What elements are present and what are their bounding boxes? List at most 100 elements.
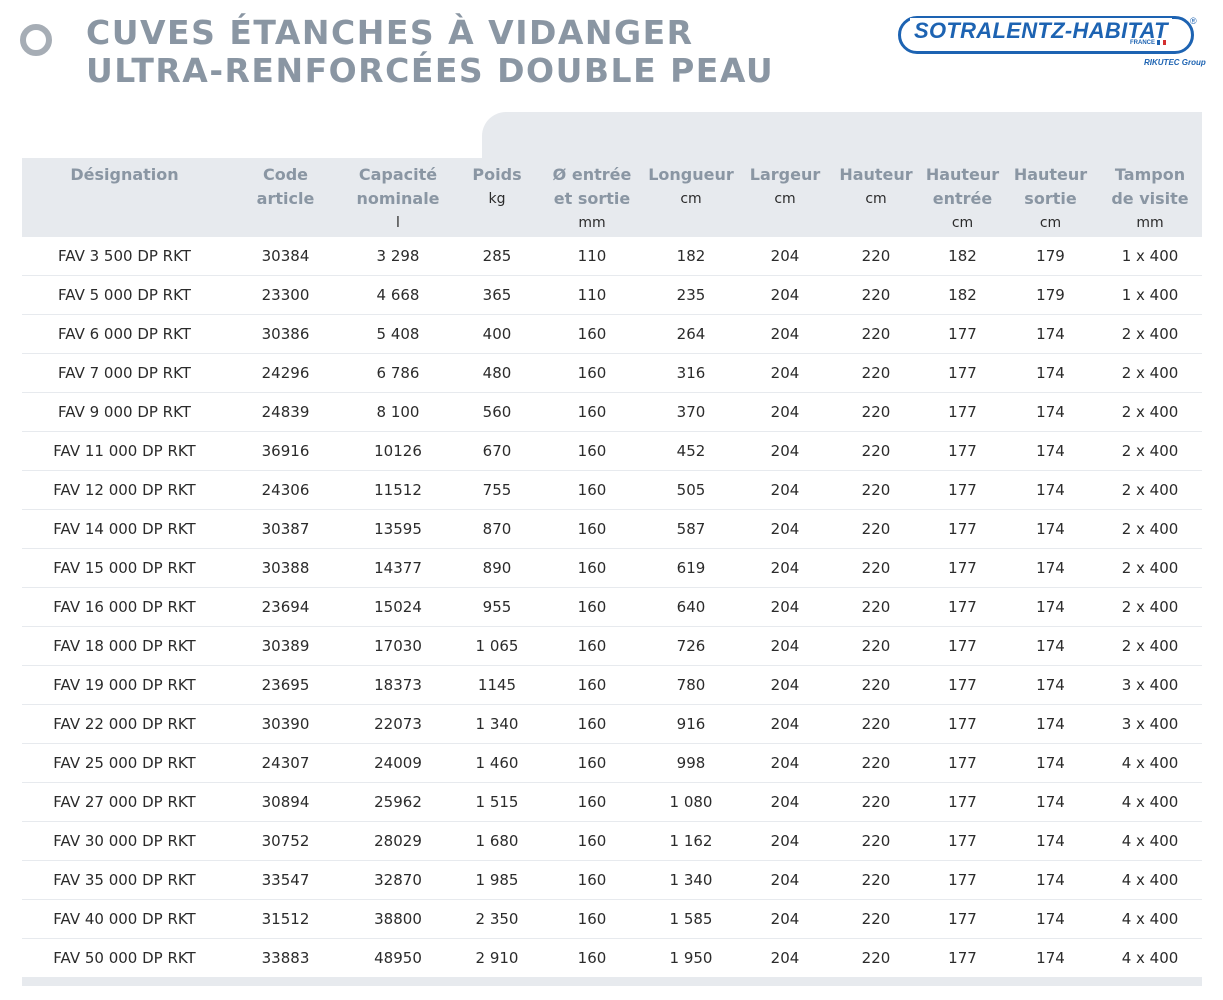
column-header: Hauteur entrée cm <box>922 158 1003 235</box>
table-cell: 177 <box>922 354 1003 393</box>
column-header-label: Désignation <box>70 165 179 184</box>
table-cell: 18373 <box>344 666 452 705</box>
table-cell: 30387 <box>227 510 344 549</box>
table-cell: 2 x 400 <box>1098 510 1202 549</box>
table-cell: 370 <box>642 393 740 432</box>
table-cell: 285 <box>452 235 542 276</box>
table-cell: 174 <box>1003 939 1098 978</box>
table-cell: FAV 3 500 DP RKT <box>22 235 227 276</box>
table-row: FAV 7 000 DP RKT 24296 6 786 480 160 316 204 22… <box>22 354 1202 393</box>
column-unit: kg <box>488 191 506 207</box>
table-cell: 1 340 <box>642 861 740 900</box>
table-cell: FAV 15 000 DP RKT <box>22 549 227 588</box>
table-cell: 220 <box>830 354 922 393</box>
table-cell: 179 <box>1003 276 1098 315</box>
table-cell: 220 <box>830 393 922 432</box>
logo-country: FRANCE <box>1130 40 1166 46</box>
table-cell: 11512 <box>344 471 452 510</box>
table-cell: 204 <box>740 666 830 705</box>
table-cell: 160 <box>542 354 642 393</box>
table-cell: 33883 <box>227 939 344 978</box>
table-cell: 174 <box>1003 900 1098 939</box>
table-cell: 28029 <box>344 822 452 861</box>
column-unit: cm <box>865 191 887 207</box>
column-header-label: Capacité <box>358 165 438 184</box>
title-line-2: ULTRA-RENFORCÉES DOUBLE PEAU <box>86 51 775 90</box>
table-cell: 174 <box>1003 627 1098 666</box>
table-cell: 400 <box>452 315 542 354</box>
table-cell: 204 <box>740 393 830 432</box>
logo-brand-text: SOTRALENTZ-HABITAT <box>910 18 1172 44</box>
table-cell: 177 <box>922 744 1003 783</box>
table-cell: 177 <box>922 627 1003 666</box>
column-header-label: Longueur <box>648 165 734 184</box>
table-cell: 177 <box>922 471 1003 510</box>
table-cell: 177 <box>922 900 1003 939</box>
table-cell: 1 515 <box>452 783 542 822</box>
table-cell: 177 <box>922 432 1003 471</box>
table-cell: 177 <box>922 510 1003 549</box>
table-cell: 316 <box>642 354 740 393</box>
column-unit: cm <box>774 191 796 207</box>
column-header-label: Poids <box>472 165 522 184</box>
table-cell: 1 680 <box>452 822 542 861</box>
table-cell: 174 <box>1003 588 1098 627</box>
column-header-label: entrée <box>932 189 993 208</box>
table-row: FAV 3 500 DP RKT 30384 3 298 285 110 182 204 22… <box>22 235 1202 276</box>
table-cell: 220 <box>830 432 922 471</box>
table-cell: 15024 <box>344 588 452 627</box>
table-cell: 916 <box>642 705 740 744</box>
table-cell: 23695 <box>227 666 344 705</box>
column-header-label: de visite <box>1111 189 1189 208</box>
table-cell: 220 <box>830 822 922 861</box>
table-cell: 177 <box>922 393 1003 432</box>
table-cell: 890 <box>452 549 542 588</box>
table-cell: 174 <box>1003 783 1098 822</box>
table-cell: 220 <box>830 705 922 744</box>
table-cell: 204 <box>740 822 830 861</box>
table-cell: 182 <box>922 276 1003 315</box>
column-header-label: sortie <box>1024 189 1077 208</box>
table-cell: 174 <box>1003 471 1098 510</box>
table-cell: 174 <box>1003 549 1098 588</box>
table-cell: 33547 <box>227 861 344 900</box>
table-cell: 160 <box>542 705 642 744</box>
table-cell: 1 080 <box>642 783 740 822</box>
table-cell: 587 <box>642 510 740 549</box>
table-body: FAV 3 500 DP RKT 30384 3 298 285 110 182 204 22… <box>22 235 1202 978</box>
table-cell: 560 <box>452 393 542 432</box>
table-cell: 4 x 400 <box>1098 900 1202 939</box>
table-cell: 220 <box>830 783 922 822</box>
column-unit: mm <box>578 215 606 231</box>
table-cell: 4 x 400 <box>1098 783 1202 822</box>
column-header-label: Largeur <box>749 165 821 184</box>
column-unit: mm <box>1136 215 1164 231</box>
table-cell: 30384 <box>227 235 344 276</box>
table-cell: 204 <box>740 510 830 549</box>
table-cell: 160 <box>542 315 642 354</box>
table-cell: 1 340 <box>452 705 542 744</box>
table-cell: FAV 7 000 DP RKT <box>22 354 227 393</box>
column-header-label: Ø entrée <box>552 165 632 184</box>
table-cell: 24307 <box>227 744 344 783</box>
table-cell: 174 <box>1003 822 1098 861</box>
column-header-label: Hauteur <box>839 165 913 184</box>
table-cell: 204 <box>740 861 830 900</box>
table-cell: 174 <box>1003 393 1098 432</box>
table-cell: 2 x 400 <box>1098 549 1202 588</box>
table-cell: 4 x 400 <box>1098 822 1202 861</box>
table-cell: 480 <box>452 354 542 393</box>
table-cell: 3 298 <box>344 235 452 276</box>
table-cell: 780 <box>642 666 740 705</box>
table-cell: 1 985 <box>452 861 542 900</box>
table-cell: 179 <box>1003 235 1098 276</box>
table-cell: 160 <box>542 627 642 666</box>
table-cell: 174 <box>1003 861 1098 900</box>
column-header-label: nominale <box>356 189 440 208</box>
table-cell: 177 <box>922 939 1003 978</box>
column-header-label: article <box>256 189 315 208</box>
table-cell: 174 <box>1003 705 1098 744</box>
table-cell: 2 x 400 <box>1098 432 1202 471</box>
column-header: Capacité nominale l <box>344 158 452 235</box>
table-cell: 160 <box>542 393 642 432</box>
